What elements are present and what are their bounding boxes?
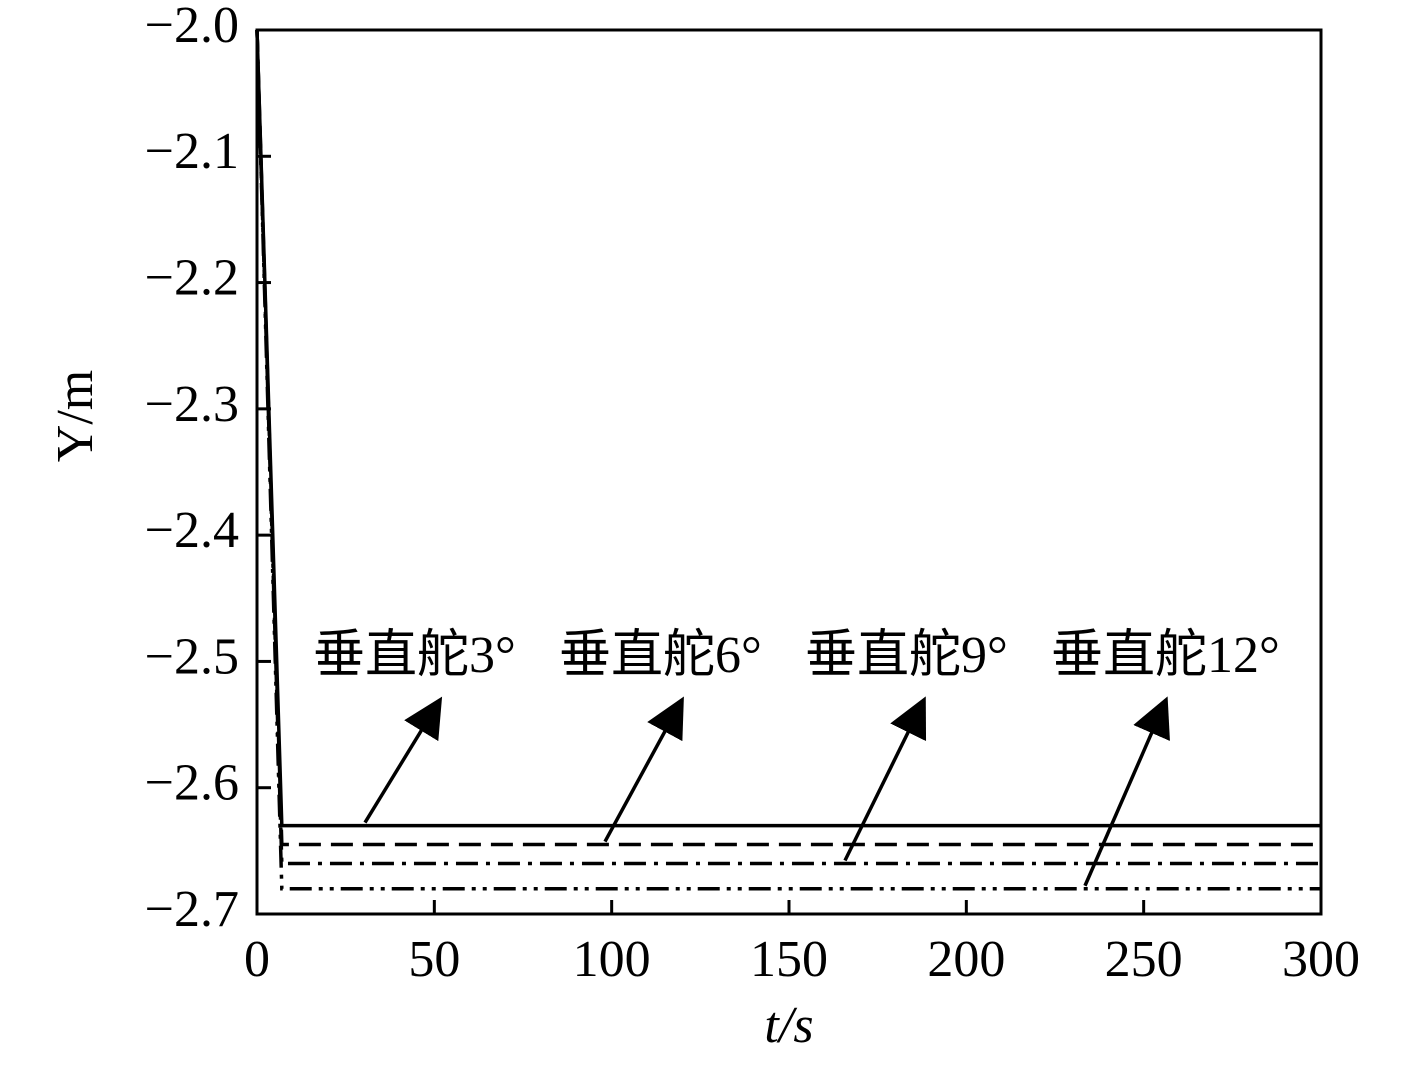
x-tick-label: 200 xyxy=(927,931,1005,988)
series-line xyxy=(255,29,1321,891)
plot-frame xyxy=(255,28,1323,916)
y-tick-label: −2.5 xyxy=(145,628,239,685)
x-tick-label: 0 xyxy=(244,931,270,988)
y-tick-label: −2.1 xyxy=(145,123,239,180)
annotation-arrow xyxy=(1083,696,1170,887)
y-tick-label: −2.3 xyxy=(145,376,239,433)
series-label: 垂直舵6° xyxy=(559,627,762,684)
series-line xyxy=(255,29,1321,847)
x-axis-label: t/s xyxy=(764,997,813,1054)
x-tick-label: 250 xyxy=(1105,931,1183,988)
annotation-arrow xyxy=(843,696,927,862)
series-label: 垂直舵9° xyxy=(805,627,1008,684)
y-tick-label: −2.4 xyxy=(145,502,239,559)
y-tick-label: −2.0 xyxy=(145,0,239,54)
annotation-arrow xyxy=(363,696,443,824)
y-tick-label: −2.2 xyxy=(145,250,239,307)
series-line xyxy=(255,29,1321,866)
annotation-arrow xyxy=(603,696,684,843)
x-tick-label: 50 xyxy=(408,931,460,988)
x-tick-label: 150 xyxy=(750,931,828,988)
x-tick-label: 300 xyxy=(1282,931,1360,988)
y-tick-label: −2.6 xyxy=(145,755,239,812)
series-label: 垂直舵3° xyxy=(313,627,516,684)
x-tick-label: 100 xyxy=(573,931,651,988)
y-tick-label: −2.7 xyxy=(145,881,239,938)
y-axis-label: Y/m xyxy=(47,370,104,462)
series-label: 垂直舵12° xyxy=(1051,627,1280,684)
